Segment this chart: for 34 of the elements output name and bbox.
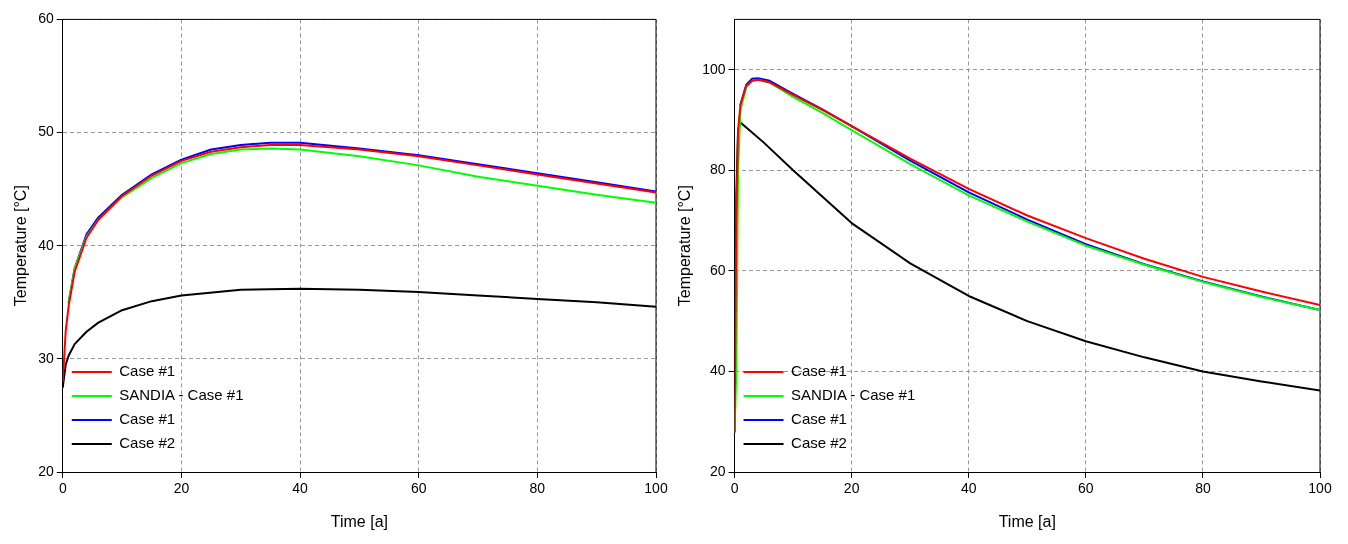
y-tick-label: 40 [709,362,726,379]
y-tick-label: 60 [709,261,726,278]
legend-label: Case #2 [791,434,847,452]
y-tick-label: 60 [38,10,54,27]
x-tick-label: 100 [1308,480,1332,497]
x-tick-label: 0 [730,480,739,497]
legend-label: SANDIA - Case #1 [119,386,244,404]
y-tick-label: 20 [38,462,54,479]
y-tick-label: 40 [38,236,54,253]
y-axis-title: Temperature [°C] [676,185,694,307]
y-tick-label: 20 [709,462,726,479]
y-tick-label: 50 [38,123,54,140]
legend-label: Case #1 [119,362,176,380]
x-tick-label: 40 [960,480,977,497]
legend-label: Case #2 [119,434,176,452]
legend-label: Case #1 [119,410,176,428]
y-axis-title: Temperature [°C] [12,185,30,307]
x-tick-label: 60 [1078,480,1094,497]
legend-label: Case #1 [791,362,847,380]
x-tick-label: 0 [58,480,67,497]
x-tick-label: 40 [292,480,309,497]
x-axis-title: Time [a] [330,512,388,530]
x-tick-label: 80 [1195,480,1211,497]
x-tick-label: 20 [173,480,190,497]
y-tick-label: 80 [709,161,726,178]
x-tick-label: 60 [410,480,427,497]
x-tick-label: 100 [644,480,668,497]
y-tick-label: 100 [702,60,726,77]
x-tick-label: 80 [529,480,546,497]
x-axis-title: Time [a] [998,512,1056,530]
legend-label: Case #1 [791,410,847,428]
legend-label: SANDIA - Case #1 [791,386,916,404]
y-tick-label: 30 [38,349,54,366]
x-tick-label: 20 [843,480,860,497]
